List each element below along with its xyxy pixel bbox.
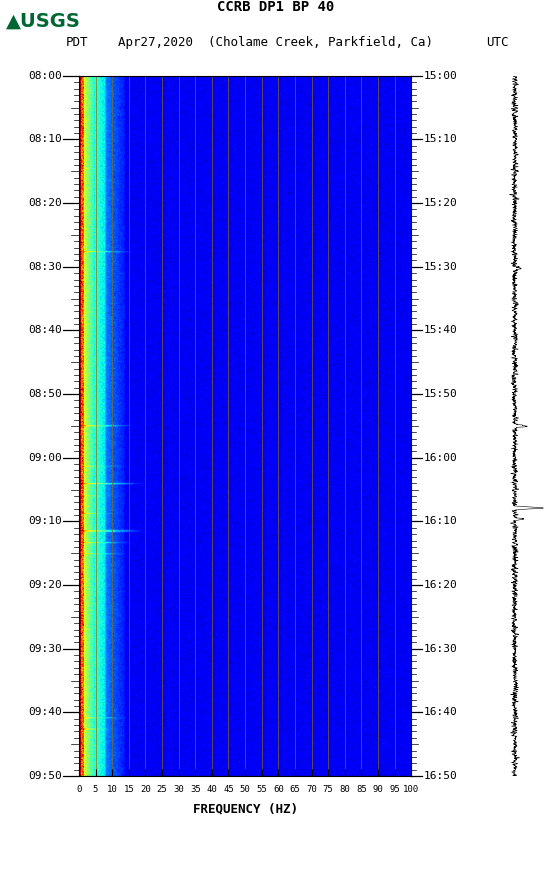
Text: 90: 90: [373, 785, 384, 794]
Text: UTC: UTC: [486, 37, 508, 49]
Text: 70: 70: [306, 785, 317, 794]
Text: 95: 95: [389, 785, 400, 794]
Text: CCRB DP1 BP 40: CCRB DP1 BP 40: [217, 0, 335, 14]
Text: 09:20: 09:20: [28, 580, 62, 591]
Text: 50: 50: [240, 785, 251, 794]
Text: 65: 65: [290, 785, 300, 794]
Text: 20: 20: [140, 785, 151, 794]
Text: 15:40: 15:40: [424, 326, 458, 335]
Text: 08:50: 08:50: [28, 389, 62, 399]
Text: 60: 60: [273, 785, 284, 794]
Text: 09:10: 09:10: [28, 516, 62, 526]
Text: 16:20: 16:20: [424, 580, 458, 591]
Text: 09:50: 09:50: [28, 771, 62, 781]
Text: 10: 10: [107, 785, 118, 794]
Text: 16:40: 16:40: [424, 707, 458, 717]
Text: 35: 35: [190, 785, 200, 794]
Text: ▲USGS: ▲USGS: [6, 12, 81, 30]
Text: 30: 30: [173, 785, 184, 794]
Text: 09:40: 09:40: [28, 707, 62, 717]
Text: 75: 75: [323, 785, 333, 794]
Text: 16:10: 16:10: [424, 516, 458, 526]
Text: 85: 85: [356, 785, 367, 794]
Text: 100: 100: [403, 785, 420, 794]
Text: 08:30: 08:30: [28, 261, 62, 272]
Text: 09:30: 09:30: [28, 644, 62, 654]
Text: 80: 80: [339, 785, 350, 794]
Text: 15:20: 15:20: [424, 198, 458, 208]
Text: 15:30: 15:30: [424, 261, 458, 272]
Text: 15:00: 15:00: [424, 70, 458, 81]
Text: 25: 25: [157, 785, 167, 794]
Text: 15:10: 15:10: [424, 135, 458, 145]
Text: 08:20: 08:20: [28, 198, 62, 208]
Text: PDT: PDT: [66, 37, 89, 49]
Text: 15:50: 15:50: [424, 389, 458, 399]
Text: 16:00: 16:00: [424, 453, 458, 463]
Text: 08:40: 08:40: [28, 326, 62, 335]
Text: 0: 0: [76, 785, 82, 794]
Text: 08:10: 08:10: [28, 135, 62, 145]
Text: 45: 45: [223, 785, 234, 794]
Text: FREQUENCY (HZ): FREQUENCY (HZ): [193, 803, 298, 815]
Text: 40: 40: [206, 785, 217, 794]
Text: Apr27,2020  (Cholame Creek, Parkfield, Ca): Apr27,2020 (Cholame Creek, Parkfield, Ca…: [119, 37, 433, 49]
Text: 09:00: 09:00: [28, 453, 62, 463]
Text: 16:30: 16:30: [424, 644, 458, 654]
Text: 5: 5: [93, 785, 98, 794]
Text: 15: 15: [124, 785, 134, 794]
Text: 16:50: 16:50: [424, 771, 458, 781]
Text: 55: 55: [256, 785, 267, 794]
Text: 08:00: 08:00: [28, 70, 62, 81]
